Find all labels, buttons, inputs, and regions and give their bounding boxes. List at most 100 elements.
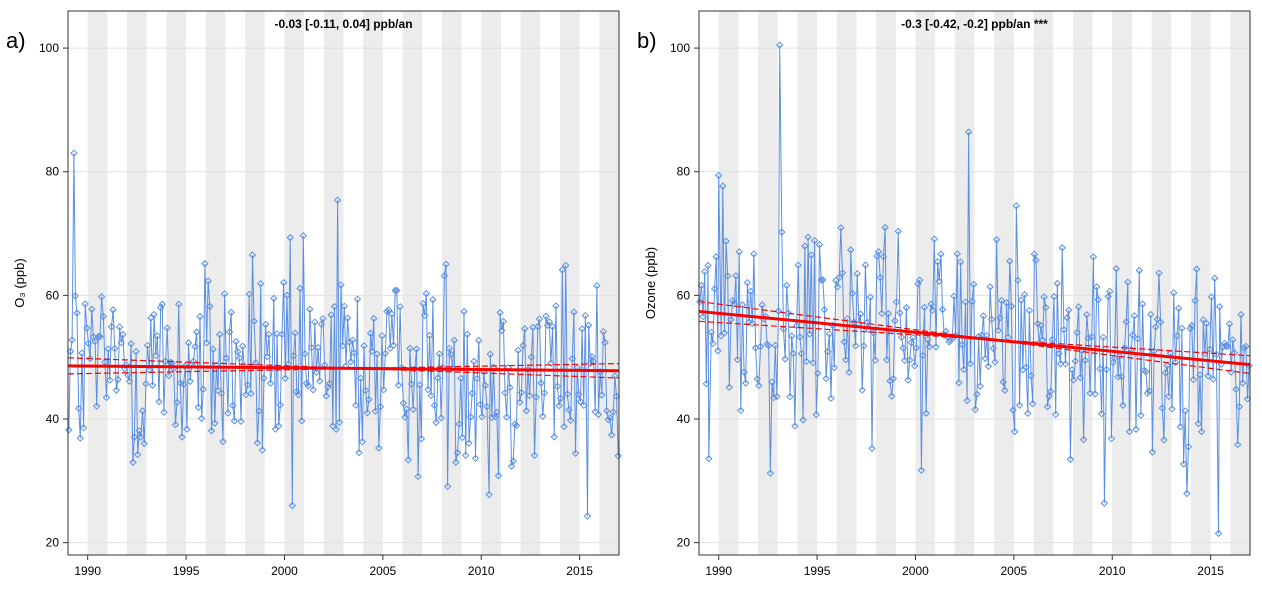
- data-point: [301, 350, 309, 358]
- data-point: [791, 422, 799, 430]
- data-point: [537, 379, 545, 387]
- data-point: [532, 393, 540, 401]
- data-point: [722, 237, 730, 245]
- data-point: [1094, 295, 1103, 304]
- data-point: [299, 231, 308, 240]
- data-point: [273, 330, 281, 338]
- data-point: [892, 298, 901, 306]
- data-point: [117, 338, 126, 347]
- data-point: [964, 128, 973, 136]
- data-point: [133, 450, 142, 459]
- data-point: [1145, 387, 1153, 395]
- data-point: [1192, 265, 1201, 273]
- data-point: [1151, 323, 1160, 331]
- data-point: [265, 330, 273, 339]
- data-point: [1242, 342, 1250, 351]
- data-point: [275, 422, 283, 430]
- data-point: [276, 401, 285, 409]
- data-point: [140, 439, 148, 448]
- data-point: [928, 306, 937, 314]
- data-point: [519, 341, 527, 350]
- data-point: [774, 307, 783, 315]
- data-point: [76, 434, 85, 442]
- data-point: [91, 337, 99, 346]
- data-point: [1183, 489, 1191, 498]
- data-point: [1199, 316, 1207, 324]
- data-point: [868, 444, 876, 453]
- data-point: [756, 342, 765, 351]
- data-point: [824, 347, 832, 356]
- data-point: [1002, 299, 1011, 307]
- data-point: [506, 383, 514, 392]
- data-point: [810, 236, 819, 245]
- data-point: [902, 303, 911, 312]
- data-point: [1032, 256, 1040, 264]
- data-point: [388, 310, 396, 318]
- data-point: [1129, 331, 1137, 339]
- data-point: [955, 378, 963, 387]
- data-point: [155, 397, 163, 406]
- data-point: [773, 392, 781, 401]
- data-point: [237, 417, 245, 425]
- data-point: [330, 302, 339, 311]
- data-point: [450, 336, 458, 344]
- data-point: [383, 307, 391, 316]
- data-point: [127, 340, 135, 348]
- data-point: [848, 289, 857, 298]
- data-point: [1147, 310, 1155, 319]
- data-point: [1232, 385, 1240, 394]
- data-point: [173, 398, 181, 407]
- data-point: [422, 289, 431, 298]
- chart-title: -0.03 [-0.11, 0.04] ppb/an: [274, 17, 412, 31]
- data-point: [1073, 328, 1081, 337]
- data-point: [1088, 333, 1096, 341]
- data-point: [797, 349, 806, 358]
- panel-label: b): [637, 28, 657, 53]
- data-point: [604, 415, 613, 424]
- data-point: [248, 251, 257, 259]
- data-point: [109, 306, 117, 314]
- data-point: [393, 286, 401, 295]
- data-point: [325, 379, 334, 388]
- x-tick-label: 2015: [566, 564, 593, 578]
- data-point: [701, 267, 709, 276]
- data-point: [1229, 336, 1237, 344]
- data-point: [398, 364, 406, 372]
- data-point: [178, 433, 186, 441]
- data-point: [1122, 318, 1130, 326]
- year-band: [402, 11, 423, 555]
- plot-frame: [698, 10, 1251, 556]
- data-point: [743, 278, 752, 287]
- y-axis-label: O₃ (ppb): [12, 258, 27, 307]
- data-point: [437, 414, 445, 422]
- data-point: [996, 314, 1004, 322]
- data-point: [712, 253, 720, 261]
- data-point: [837, 224, 845, 232]
- data-point: [293, 387, 301, 396]
- data-point: [956, 258, 965, 266]
- y-tick-label: 20: [46, 536, 60, 550]
- data-point: [148, 381, 157, 389]
- data-point: [1086, 389, 1094, 397]
- data-point: [130, 433, 139, 441]
- data-point: [384, 306, 393, 314]
- data-point: [243, 381, 252, 389]
- year-band: [1072, 11, 1093, 555]
- data-point: [588, 352, 596, 361]
- data-point: [217, 389, 226, 398]
- data-point: [755, 381, 763, 390]
- data-point: [704, 261, 712, 270]
- data-point: [889, 374, 898, 383]
- data-point: [1111, 354, 1119, 363]
- x-tick-label: 2000: [271, 564, 298, 578]
- data-point: [235, 354, 244, 362]
- data-point: [520, 325, 529, 333]
- data-point: [602, 407, 611, 415]
- data-point: [179, 380, 188, 388]
- trend-ci-line: [698, 300, 1251, 375]
- data-point: [238, 342, 247, 350]
- data-point: [769, 393, 778, 402]
- data-point: [548, 322, 557, 331]
- data-point: [933, 258, 942, 266]
- data-point: [399, 399, 408, 407]
